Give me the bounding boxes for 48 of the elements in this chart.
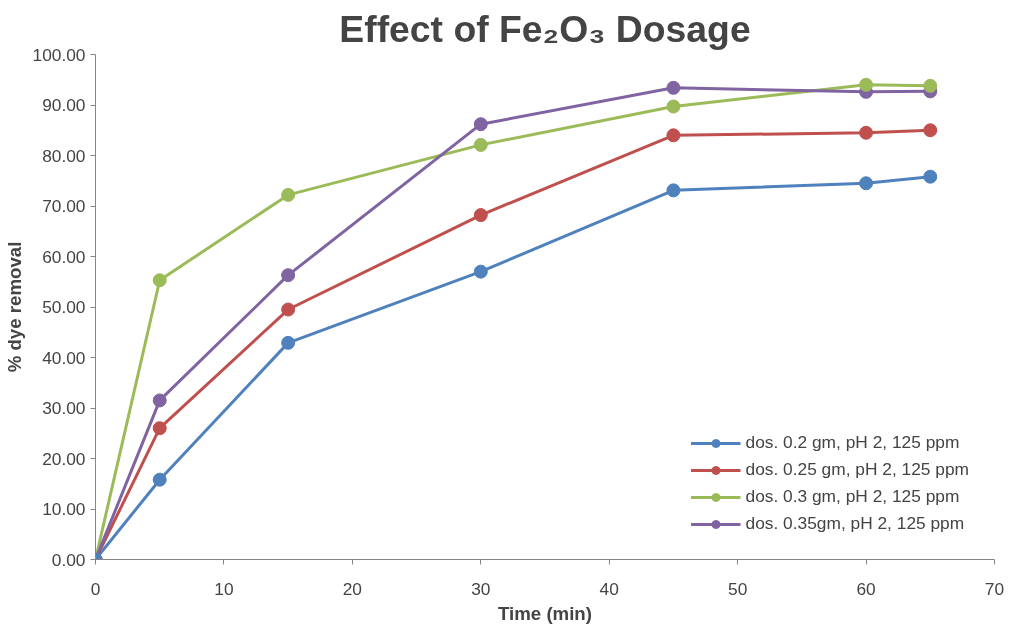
point bbox=[666, 183, 681, 198]
point bbox=[859, 125, 874, 140]
legend-label: dos. 0.25 gm, pH 2, 125 ppm bbox=[745, 459, 969, 480]
point bbox=[281, 335, 296, 350]
y-tick-label: 60.00 bbox=[42, 246, 86, 267]
point bbox=[281, 187, 296, 202]
x-tick-label: 60 bbox=[856, 578, 876, 599]
y-tick-label: 20.00 bbox=[42, 448, 86, 469]
y-axis-title: % dye removal bbox=[3, 241, 25, 373]
x-tick-label: 70 bbox=[984, 578, 1005, 599]
x-tick-label: 10 bbox=[214, 578, 234, 599]
point bbox=[473, 208, 488, 223]
point bbox=[859, 77, 874, 92]
y-tick-label: 10.00 bbox=[42, 499, 86, 519]
point bbox=[152, 421, 167, 436]
x-tick-label: 50 bbox=[728, 578, 748, 599]
y-tick-label: 0.00 bbox=[51, 549, 86, 570]
x-tick-label: 40 bbox=[599, 578, 619, 599]
point bbox=[666, 80, 681, 95]
legend-label: dos. 0.3 gm, pH 2, 125 ppm bbox=[745, 486, 960, 507]
point bbox=[859, 176, 874, 191]
point bbox=[923, 169, 938, 184]
x-tick-label: 20 bbox=[342, 578, 362, 599]
y-tick-label: 30.00 bbox=[42, 398, 86, 418]
chart-title: Effect of Fe₂O₃ Dosage bbox=[339, 7, 751, 50]
point bbox=[152, 472, 167, 487]
point bbox=[152, 273, 167, 288]
point bbox=[281, 302, 296, 317]
point bbox=[923, 123, 938, 138]
y-tick-label: 70.00 bbox=[42, 196, 86, 216]
point bbox=[666, 128, 681, 143]
point bbox=[152, 393, 167, 408]
point bbox=[473, 137, 488, 152]
y-tick-label: 80.00 bbox=[42, 145, 86, 166]
y-tick-label: 50.00 bbox=[42, 297, 86, 317]
y-tick-label: 100.00 bbox=[32, 44, 86, 65]
x-tick-label: 30 bbox=[471, 578, 491, 599]
y-tick-label: 90.00 bbox=[42, 95, 86, 115]
x-axis-title: Time (min) bbox=[498, 602, 592, 624]
x-tick-label: 0 bbox=[90, 578, 101, 599]
legend-label: dos. 0.2 gm, pH 2, 125 ppm bbox=[745, 432, 960, 453]
point bbox=[473, 117, 488, 132]
point bbox=[473, 264, 488, 279]
point bbox=[281, 268, 296, 283]
legend-label: dos. 0.35gm, pH 2, 125 ppm bbox=[745, 513, 965, 534]
point bbox=[666, 99, 681, 114]
point bbox=[923, 78, 938, 93]
y-tick-label: 40.00 bbox=[42, 347, 86, 368]
